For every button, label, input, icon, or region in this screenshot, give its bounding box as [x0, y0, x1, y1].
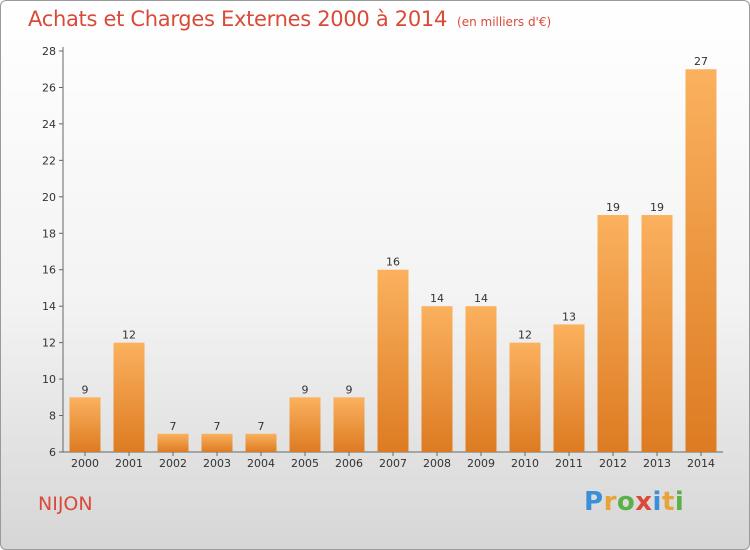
bar — [465, 306, 497, 452]
data-label: 19 — [606, 201, 620, 214]
data-label: 9 — [302, 383, 309, 396]
bar — [421, 306, 453, 452]
bar — [641, 215, 673, 452]
data-label: 13 — [562, 310, 576, 323]
data-label: 12 — [122, 329, 136, 342]
y-tick-label: 8 — [49, 410, 56, 423]
y-tick-label: 18 — [42, 227, 56, 240]
y-tick-label: 20 — [42, 191, 56, 204]
x-tick-label: 2007 — [379, 457, 407, 470]
data-label: 7 — [214, 420, 221, 433]
data-label: 19 — [650, 201, 664, 214]
bar — [157, 433, 189, 452]
bar — [553, 324, 585, 452]
data-label: 7 — [258, 420, 265, 433]
y-tick-label: 28 — [42, 45, 56, 58]
bar — [685, 69, 717, 453]
commune-name: NIJON — [38, 493, 93, 515]
x-tick-label: 2008 — [423, 457, 451, 470]
x-tick-label: 2000 — [71, 457, 99, 470]
bar — [201, 433, 233, 452]
y-tick-label: 14 — [42, 300, 56, 313]
data-label: 14 — [430, 292, 444, 305]
x-tick-label: 2012 — [599, 457, 627, 470]
data-label: 27 — [694, 55, 708, 68]
y-tick-label: 10 — [42, 373, 56, 386]
x-tick-label: 2001 — [115, 457, 143, 470]
y-tick-label: 12 — [42, 337, 56, 350]
x-tick-label: 2006 — [335, 457, 363, 470]
data-label: 9 — [346, 383, 353, 396]
x-tick-label: 2005 — [291, 457, 319, 470]
proxiti-logo[interactable]: Proxiti — [584, 487, 684, 517]
chart-title-block: Achats et Charges Externes 2000 à 2014 (e… — [28, 7, 551, 31]
data-label: 16 — [386, 256, 400, 269]
y-tick-label: 6 — [49, 446, 56, 459]
logo-letter: x — [635, 487, 653, 517]
bar — [289, 397, 321, 452]
logo-letter: o — [616, 487, 636, 517]
chart-title: Achats et Charges Externes 2000 à 2014 — [28, 7, 448, 31]
bar — [113, 342, 145, 452]
data-label: 7 — [170, 420, 177, 433]
x-tick-label: 2011 — [555, 457, 583, 470]
logo-letter: i — [674, 487, 685, 517]
logo-letter: t — [661, 487, 675, 517]
bar — [69, 397, 101, 452]
x-tick-label: 2002 — [159, 457, 187, 470]
logo-letter: r — [603, 487, 617, 517]
x-tick-label: 2009 — [467, 457, 495, 470]
logo-letter: P — [584, 487, 604, 517]
x-tick-label: 2014 — [687, 457, 715, 470]
bar — [333, 397, 365, 452]
data-label: 12 — [518, 329, 532, 342]
logo-letter: i — [652, 487, 662, 517]
y-tick-label: 24 — [42, 118, 56, 131]
x-tick-label: 2010 — [511, 457, 539, 470]
data-label: 14 — [474, 292, 488, 305]
bar — [597, 215, 629, 452]
y-tick-label: 16 — [42, 264, 56, 277]
bar — [509, 342, 541, 452]
bar — [245, 433, 277, 452]
data-label: 9 — [82, 383, 89, 396]
y-tick-label: 26 — [42, 81, 56, 94]
x-tick-label: 2013 — [643, 457, 671, 470]
x-tick-label: 2004 — [247, 457, 275, 470]
x-tick-label: 2003 — [203, 457, 231, 470]
bar — [377, 269, 409, 452]
y-tick-label: 22 — [42, 154, 56, 167]
chart-unit: (en milliers d'€) — [457, 15, 552, 29]
